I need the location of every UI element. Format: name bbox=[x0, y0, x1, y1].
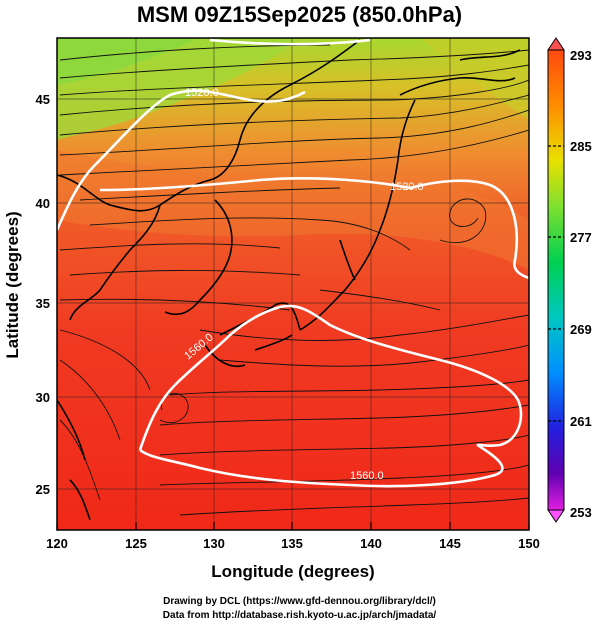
contour-label: 1560.0 bbox=[350, 470, 384, 482]
x-tick-label: 120 bbox=[46, 536, 68, 551]
x-tick-label: 150 bbox=[518, 536, 540, 551]
coastlines bbox=[57, 39, 521, 521]
y-axis-label: Latitude (degrees) bbox=[3, 211, 22, 358]
y-tick-label: 25 bbox=[36, 482, 50, 497]
colorbar-tick-label: 293 bbox=[570, 48, 592, 63]
map-title: MSM 09Z15Sep2025 (850.0hPa) bbox=[136, 2, 463, 27]
colorbar: 293 285 277 269 261 253 bbox=[547, 37, 592, 523]
x-tick-label: 125 bbox=[125, 536, 147, 551]
wind-streamlines bbox=[59, 44, 529, 516]
y-tick-labels: 25 30 35 40 45 bbox=[36, 92, 50, 497]
x-tick-marks bbox=[56, 522, 530, 530]
y-tick-label: 45 bbox=[36, 92, 50, 107]
contour-label: 1520.0 bbox=[390, 181, 424, 193]
height-contours bbox=[57, 38, 529, 488]
y-tick-label: 30 bbox=[36, 390, 50, 405]
x-tick-label: 130 bbox=[203, 536, 225, 551]
x-tick-label: 140 bbox=[360, 536, 382, 551]
colorbar-top-arrow bbox=[547, 37, 565, 51]
credit-data-source: Data from http://database.rish.kyoto-u.a… bbox=[162, 610, 437, 621]
contour-label: 1520.0 bbox=[185, 87, 219, 99]
colorbar-scale bbox=[547, 49, 565, 511]
colorbar-tick-label: 253 bbox=[570, 505, 592, 520]
x-tick-label: 145 bbox=[439, 536, 461, 551]
colorbar-bottom-arrow bbox=[547, 509, 565, 523]
x-tick-labels: 120 125 130 135 140 145 150 bbox=[46, 536, 540, 551]
x-axis-label: Longitude (degrees) bbox=[211, 562, 374, 581]
colorbar-tick-label: 285 bbox=[570, 139, 592, 154]
plot-frame bbox=[56, 37, 530, 531]
colorbar-tick-label: 277 bbox=[570, 230, 592, 245]
y-tick-label: 40 bbox=[36, 196, 50, 211]
credit-drawing: Drawing by DCL (https://www.gfd-dennou.o… bbox=[163, 596, 436, 607]
y-tick-label: 35 bbox=[36, 296, 50, 311]
graticule bbox=[57, 38, 529, 530]
x-tick-label: 135 bbox=[281, 536, 303, 551]
colorbar-tick-label: 261 bbox=[570, 414, 592, 429]
colorbar-tick-label: 269 bbox=[570, 322, 592, 337]
